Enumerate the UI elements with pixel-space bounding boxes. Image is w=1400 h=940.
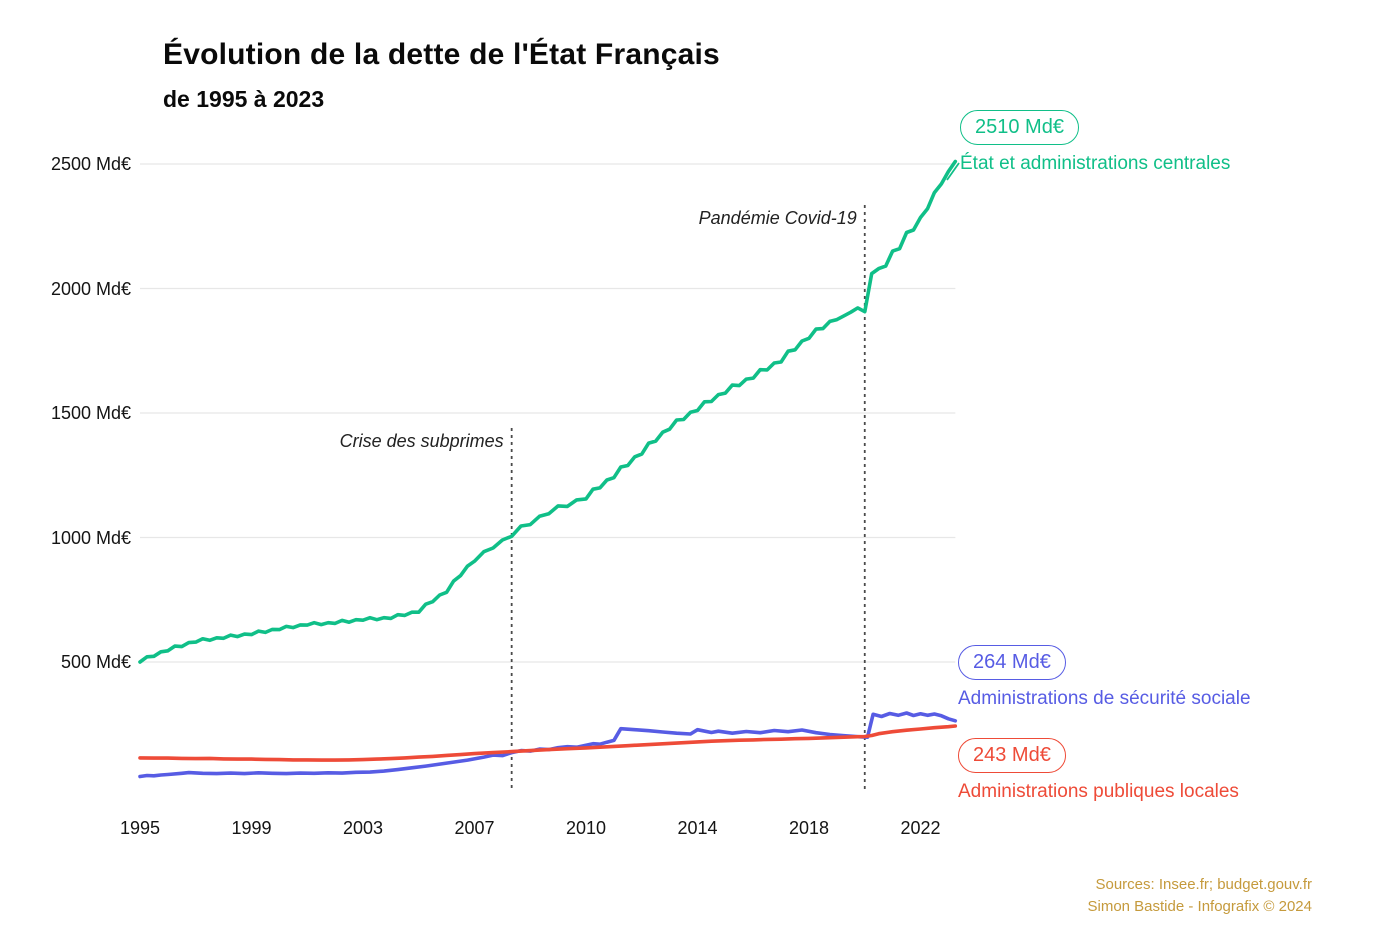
x-axis-tick-label: 2014 — [677, 818, 718, 838]
x-axis-tick-label: 2018 — [788, 818, 830, 838]
chart-title: Évolution de la dette de l'État Français — [163, 38, 720, 71]
label-connector — [946, 162, 960, 181]
y-axis-tick-label: 1000 Md€ — [50, 527, 131, 548]
x-axis-tick-label: 2003 — [342, 818, 384, 838]
series-label-securite-sociale: Administrations de sécurité sociale — [958, 688, 1251, 709]
y-axis-tick-label: 1500 Md€ — [50, 403, 131, 423]
annotation-covid-label: Pandémie Covid-19 — [698, 208, 857, 228]
annotation-lines — [510, 205, 866, 790]
x-axis-tick-label: 2010 — [565, 818, 607, 838]
x-axis-tick-label: 2022 — [900, 818, 941, 838]
series-lines — [138, 159, 958, 779]
series-line-securite-sociale — [138, 711, 958, 779]
credit-line: Simon Bastide - Infografix © 2024 — [1087, 898, 1312, 915]
y-axis-tick-label: 2500 Md€ — [50, 154, 131, 174]
central-label-connector — [946, 162, 960, 181]
value-badge-locales: 243 Md€ — [958, 738, 1066, 773]
series-line-locales — [138, 724, 958, 762]
series-line-central — [138, 159, 958, 664]
x-axis-tick-label: 2007 — [454, 818, 495, 838]
y-axis-tick-label: 500 Md€ — [60, 652, 131, 672]
series-label-central: État et administrations centrales — [960, 153, 1231, 174]
series-label-locales: Administrations publiques locales — [958, 781, 1239, 802]
x-axis-tick-label: 1999 — [231, 818, 272, 838]
source-line: Sources: Insee.fr; budget.gouv.fr — [1095, 876, 1312, 893]
chart-subtitle: de 1995 à 2023 — [163, 86, 325, 112]
value-badge-central: 2510 Md€ — [960, 110, 1079, 145]
value-badge-securite-sociale: 264 Md€ — [958, 645, 1066, 680]
x-axis-tick-label: 1995 — [119, 818, 161, 838]
gridlines — [140, 163, 956, 663]
sources-block: Sources: Insee.fr; budget.gouv.fr Simon … — [1087, 874, 1312, 918]
annotation-subprimes-label: Crise des subprimes — [339, 431, 504, 451]
y-axis-tick-label: 2000 Md€ — [50, 278, 131, 299]
